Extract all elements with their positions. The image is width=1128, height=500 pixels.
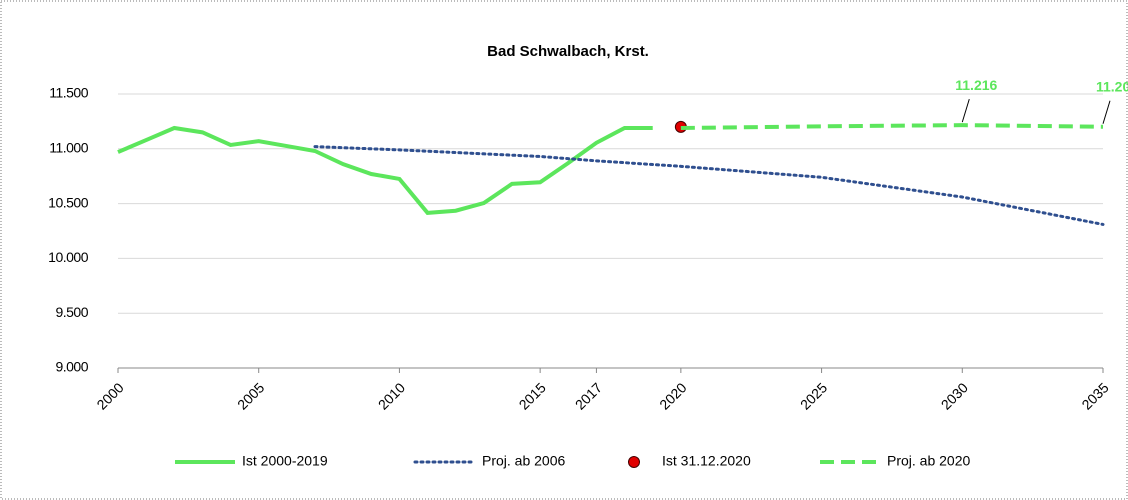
y-tick-label: 9.500: [55, 304, 88, 320]
series-line: [117, 125, 653, 215]
label-leader: [961, 98, 970, 123]
y-tick-label: 11.500: [49, 85, 88, 101]
data-label: 11.216: [955, 77, 997, 93]
legend-label: Proj. ab 2020: [887, 453, 970, 469]
label-leader: [1102, 100, 1111, 124]
legend-marker: [628, 456, 640, 468]
legend-label: Ist 2000-2019: [242, 453, 328, 469]
y-tick-label: 9.000: [55, 359, 88, 375]
chart-title: Bad Schwalbach, Krst.: [487, 43, 649, 60]
y-tick-label: 10.500: [48, 194, 89, 210]
legend-label: Ist 31.12.2020: [662, 453, 751, 469]
data-label: 11.201: [1096, 78, 1128, 94]
y-tick-label: 10.000: [48, 249, 89, 265]
series-line: [313, 145, 1105, 226]
y-tick-label: 11.000: [49, 140, 88, 156]
legend-label: Proj. ab 2006: [482, 453, 565, 469]
series-line: [680, 123, 1104, 130]
